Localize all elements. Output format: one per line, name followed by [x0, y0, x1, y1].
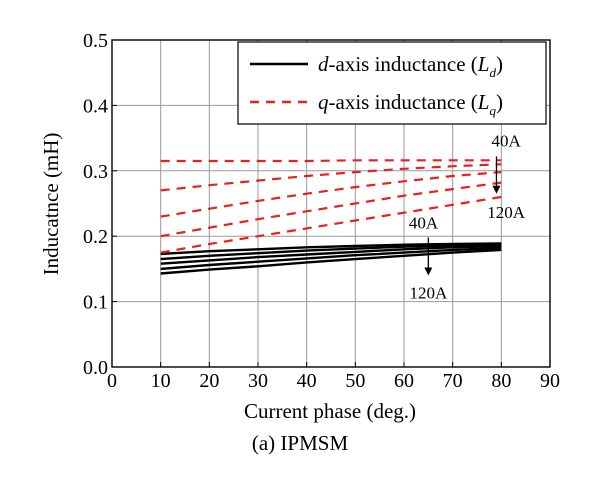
x-tick-label: 90: [540, 370, 560, 392]
y-tick-label: 0.0: [83, 357, 108, 379]
annotation-label: 120A: [487, 203, 526, 222]
legend-entry-d: d-axis inductance (Ld): [318, 52, 503, 80]
series-line-d-axis-40a: [160, 242, 502, 256]
x-tick-label: 60: [394, 370, 414, 392]
x-tick-label: 50: [345, 370, 365, 392]
legend: d-axis inductance (Ld) q-axis inductance …: [237, 41, 547, 125]
series-line-d-axis-100a: [160, 246, 502, 271]
plot-frame: [111, 39, 551, 368]
annotation-label: 40A: [409, 213, 439, 232]
series-layer: [160, 159, 502, 275]
y-tick-label: 0.1: [83, 292, 108, 314]
series-line-q-axis-40a: [160, 159, 502, 163]
x-tick-label: 30: [248, 370, 268, 392]
y-tick-label: 0.5: [83, 30, 108, 52]
x-tick-label: 80: [491, 370, 511, 392]
annotation-arrow-head: [492, 185, 501, 194]
y-tick-label: 0.2: [83, 226, 108, 248]
series-line-d-axis-120a: [160, 248, 502, 275]
legend-entry-q: q-axis inductance (Lq): [318, 90, 503, 118]
annotation-layer: 40A 120A 40A 120A: [409, 132, 526, 303]
annotation-arrow-head: [424, 267, 433, 276]
axes-layer: 0 10 20 30 40 50 60 70 80 90 0.0 0.1 0.2 0.3 0.4 0.5: [83, 30, 560, 392]
x-tick-label: 70: [443, 370, 463, 392]
x-axis-label: Current phase (deg.): [244, 399, 416, 423]
series-line-d-axis-60a: [160, 243, 502, 261]
x-tick-label: 0: [107, 370, 117, 392]
y-tick-label: 0.3: [83, 161, 108, 183]
legend-box: [237, 41, 547, 125]
annotation-label: 40A: [492, 132, 522, 151]
x-tick-label: 20: [199, 370, 219, 392]
series-line-q-axis-80a: [160, 171, 502, 218]
x-tick-label: 40: [297, 370, 317, 392]
x-tick-label: 10: [151, 370, 171, 392]
y-axis-label: Inducatnce (mH): [39, 133, 63, 276]
y-tick-label: 0.4: [83, 95, 108, 117]
figure-caption: (a) IPMSM: [252, 431, 349, 455]
annotation-label: 120A: [409, 283, 448, 302]
series-line-d-axis-80a: [160, 244, 502, 265]
